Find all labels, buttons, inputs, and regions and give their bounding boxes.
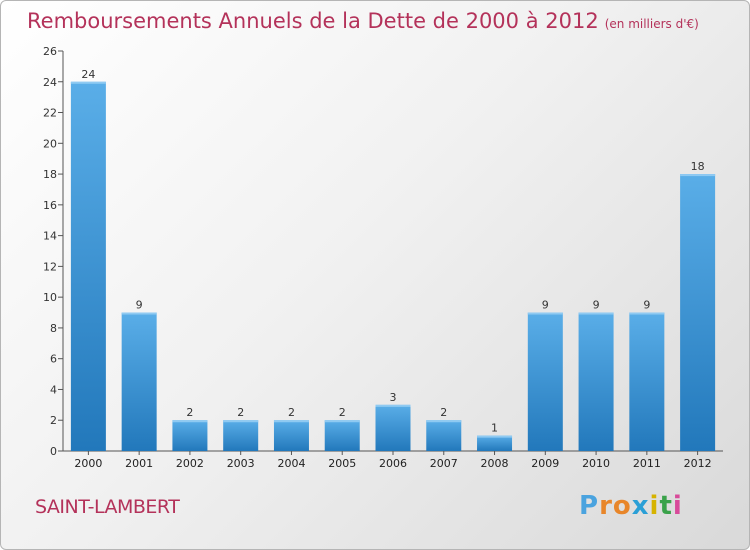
bar-highlight <box>680 174 716 177</box>
x-tick-label: 2004 <box>277 457 305 470</box>
chart-title: Remboursements Annuels de la Dette de 20… <box>27 9 699 33</box>
y-tick-label: 6 <box>50 353 57 366</box>
bar-highlight <box>223 420 259 423</box>
y-tick-label: 4 <box>50 383 57 396</box>
bar-highlight <box>477 435 513 438</box>
commune-name: SAINT-LAMBERT <box>35 496 180 518</box>
x-tick-label: 2012 <box>684 457 712 470</box>
bar-2001 <box>121 312 157 451</box>
logo-letter: i <box>672 491 683 521</box>
bar-highlight <box>527 312 563 315</box>
x-tick-label: 2009 <box>531 457 559 470</box>
bar-2011 <box>629 312 665 451</box>
bar-2005 <box>324 420 360 451</box>
bar-value-label: 2 <box>440 406 447 419</box>
y-tick-label: 0 <box>50 445 57 458</box>
logo-letter: t <box>659 491 673 521</box>
bar-highlight <box>70 81 106 84</box>
bar-highlight <box>426 420 462 423</box>
y-tick-label: 14 <box>43 230 57 243</box>
bar-2003 <box>223 420 259 451</box>
logo-letter: x <box>631 491 650 521</box>
x-tick-label: 2002 <box>176 457 204 470</box>
logo-letter: i <box>649 491 660 521</box>
x-tick-label: 2003 <box>227 457 255 470</box>
x-tick-label: 2000 <box>74 457 102 470</box>
y-tick-label: 22 <box>43 107 57 120</box>
y-tick-label: 24 <box>43 76 57 89</box>
bar-value-label: 2 <box>288 406 295 419</box>
bar-value-label: 9 <box>542 299 549 312</box>
bar-value-label: 1 <box>491 422 498 435</box>
bar-highlight <box>172 420 208 423</box>
x-tick-label: 2005 <box>328 457 356 470</box>
y-tick-label: 2 <box>50 414 57 427</box>
bar-highlight <box>324 420 360 423</box>
y-tick-label: 26 <box>43 45 57 58</box>
bar-value-label: 2 <box>237 406 244 419</box>
proxiti-logo: Proxiti <box>579 491 683 521</box>
bar-value-label: 2 <box>339 406 346 419</box>
bar-2010 <box>578 312 614 451</box>
bar-2000 <box>70 81 106 452</box>
y-tick-label: 20 <box>43 137 57 150</box>
bar-value-label: 9 <box>593 299 600 312</box>
x-tick-label: 2006 <box>379 457 407 470</box>
bar-value-label: 9 <box>643 299 650 312</box>
logo-letter: r <box>599 491 613 521</box>
bar-2006 <box>375 404 411 451</box>
bar-value-label: 9 <box>136 299 143 312</box>
bar-2012 <box>680 174 716 452</box>
bar-value-label: 2 <box>186 406 193 419</box>
y-tick-label: 8 <box>50 322 57 335</box>
bar-2008 <box>477 435 513 451</box>
bar-2002 <box>172 420 208 451</box>
bar-2004 <box>273 420 309 451</box>
y-tick-label: 16 <box>43 199 57 212</box>
y-tick-label: 18 <box>43 168 57 181</box>
bar-highlight <box>375 404 411 407</box>
logo-letter: o <box>612 491 632 521</box>
x-tick-label: 2007 <box>430 457 458 470</box>
logo-letter: P <box>579 491 600 521</box>
x-tick-label: 2001 <box>125 457 153 470</box>
bar-value-label: 24 <box>81 68 95 81</box>
bar-highlight <box>121 312 157 315</box>
bar-value-label: 18 <box>691 160 705 173</box>
y-tick-label: 10 <box>43 291 57 304</box>
x-tick-label: 2010 <box>582 457 610 470</box>
bar-value-label: 3 <box>390 391 397 404</box>
x-tick-label: 2008 <box>481 457 509 470</box>
bar-highlight <box>273 420 309 423</box>
bar-highlight <box>629 312 665 315</box>
bar-highlight <box>578 312 614 315</box>
bar-2007 <box>426 420 462 451</box>
bar-2009 <box>527 312 563 451</box>
x-tick-label: 2011 <box>633 457 661 470</box>
chart-title-text: Remboursements Annuels de la Dette de 20… <box>27 9 599 33</box>
y-tick-label: 12 <box>43 260 57 273</box>
bar-layer <box>70 81 716 452</box>
label-layer: 24 2000 9 2001 2 2002 2 2003 2 2004 2 2005 3 2006 2 200… <box>74 68 711 470</box>
chart-units: (en milliers d'€) <box>604 17 699 31</box>
